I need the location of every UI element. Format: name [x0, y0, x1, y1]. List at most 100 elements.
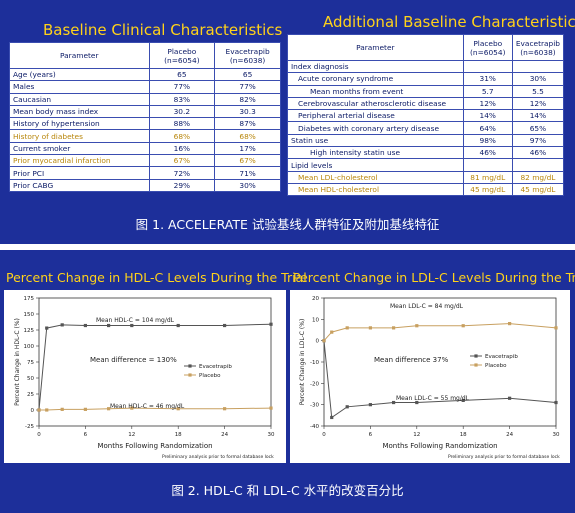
ldl-line-chart: -40 -30 -20 -10 0 10 20 0 6 12 18 24 30 Months Follow…: [299, 296, 560, 460]
x-tick-label: 0: [322, 432, 326, 438]
placebo-value: 45 mg/dL: [462, 182, 513, 197]
table-row: High intensity statin use 46% 46%: [287, 146, 565, 160]
data-point: [508, 396, 512, 400]
evacetrapib-value: 82%: [214, 92, 281, 106]
row-label: Index diagnosis: [287, 59, 464, 74]
data-point: [176, 323, 180, 328]
evacetrapib-value: 77%: [214, 80, 281, 94]
additional-baseline-title: Additional Baseline Characteristics: [323, 13, 575, 31]
data-point: [508, 322, 512, 326]
placebo-value: 67%: [148, 154, 216, 168]
data-point: [415, 400, 419, 405]
column-header: Evacetrapib (n=6038): [511, 34, 565, 61]
placebo-value: 5.7: [462, 84, 513, 98]
row-label: Prior PCI: [9, 166, 150, 180]
x-tick-label: 18: [460, 432, 467, 438]
placebo-value: [462, 59, 513, 74]
data-point: [345, 326, 349, 330]
table-row: Lipid levels: [287, 158, 565, 172]
row-label: Peripheral arterial disease: [287, 109, 464, 123]
baseline-clinical-title: Baseline Clinical Characteristics: [43, 21, 283, 39]
data-point: [45, 408, 49, 412]
evacetrapib-value: 45 mg/dL: [511, 182, 565, 197]
data-point: [415, 324, 419, 328]
evacetrapib-value: [511, 158, 565, 172]
placebo-value: 88%: [148, 117, 216, 131]
y-tick-label: 50: [27, 376, 34, 382]
evacetrapib-value: 82 mg/dL: [511, 170, 565, 184]
evacetrapib-value: 12%: [511, 96, 565, 111]
table-row: Statin use 98% 97%: [287, 133, 565, 148]
legend-label: Placebo: [485, 363, 507, 369]
placebo-value: 65: [148, 67, 216, 82]
x-tick-label: 12: [413, 432, 420, 438]
data-point: [130, 323, 134, 328]
annotation-bottom: Mean LDL-C = 55 mg/dL: [396, 395, 470, 402]
table-row: Prior myocardial infarction 67% 67%: [9, 154, 281, 168]
x-tick-label: 0: [37, 432, 41, 438]
row-label: Mean HDL-cholesterol: [287, 182, 464, 197]
additional-baseline-table: Parameter Placebo (n=6054) Evacetrapib (…: [287, 34, 565, 197]
annotation-mean-difference: Mean difference = 130%: [90, 356, 177, 364]
placebo-value: 64%: [462, 121, 513, 135]
data-point: [107, 407, 111, 411]
evacetrapib-value: 14%: [511, 109, 565, 123]
table-header-row: Parameter Placebo (n=6054) Evacetrapib (…: [287, 34, 565, 61]
x-tick-label: 6: [84, 432, 88, 438]
row-label: History of diabetes: [9, 129, 150, 143]
placebo-value: 77%: [148, 80, 216, 94]
row-label: Mean LDL-cholesterol: [287, 170, 464, 184]
x-tick-label: 24: [221, 432, 228, 438]
table-row: Mean HDL-cholesterol 45 mg/dL 45 mg/dL: [287, 182, 565, 197]
column-header: Parameter: [287, 34, 464, 61]
annotation-top: Mean HDL-C = 104 mg/dL: [96, 317, 175, 324]
figure-1-caption: 图 1. ACCELERATE 试验基线人群特征及附加基线特征: [135, 217, 440, 232]
row-label: Caucasian: [9, 92, 150, 106]
y-axis-label: Percent Change in LDL-C (%): [299, 319, 306, 406]
data-point: [269, 406, 273, 410]
evacetrapib-value: 71%: [214, 166, 281, 180]
row-label: Prior myocardial infarction: [9, 154, 150, 168]
table-row: Current smoker 16% 17%: [9, 141, 281, 156]
data-point: [37, 408, 41, 412]
placebo-value: 98%: [462, 133, 513, 148]
evacetrapib-value: 30.3: [214, 104, 281, 119]
y-tick-label: 125: [24, 328, 35, 334]
row-label: Mean months from event: [287, 84, 464, 98]
y-tick-label: -30: [310, 403, 319, 409]
y-tick-label: 10: [312, 317, 319, 323]
placebo-value: 83%: [148, 92, 216, 106]
ldl-chart: -40 -30 -20 -10 0 10 20 0 6 12 18 24 30 Months Follow…: [290, 290, 570, 463]
table-row: Males 77% 77%: [9, 80, 281, 94]
placebo-value: 68%: [148, 129, 216, 143]
evacetrapib-value: 30%: [511, 72, 565, 86]
row-label: History of hypertension: [9, 117, 150, 131]
data-point: [322, 339, 326, 343]
baseline-clinical-table: Parameter Placebo (n=6054) Evacetrapib (…: [9, 42, 281, 192]
row-label: Prior CABG: [9, 178, 150, 192]
data-point: [60, 407, 64, 411]
data-point: [461, 398, 465, 402]
placebo-value: 12%: [462, 96, 513, 111]
column-header: Parameter: [9, 42, 150, 69]
data-point: [330, 330, 334, 334]
row-label: Mean body mass index: [9, 104, 150, 119]
data-point: [83, 323, 87, 328]
data-point: [130, 406, 134, 410]
row-label: Age (years): [9, 67, 150, 82]
annotation-top: Mean LDL-C = 84 mg/dL: [390, 303, 464, 310]
figure-2-caption: 图 2. HDL-C 和 LDL-C 水平的改变百分比: [171, 483, 404, 498]
x-tick-label: 24: [506, 432, 513, 438]
table-row: Cerebrovascular atherosclerotic disease 1…: [287, 96, 565, 111]
table-row: Prior PCI 72% 71%: [9, 166, 281, 180]
table-row: Index diagnosis: [287, 59, 565, 74]
y-tick-label: -40: [310, 424, 319, 430]
column-header: Placebo (n=6054): [462, 34, 513, 61]
data-point: [392, 400, 396, 405]
row-label: Current smoker: [9, 141, 150, 156]
x-tick-label: 30: [268, 432, 275, 438]
y-tick-label: -20: [310, 381, 319, 387]
hdl-chart-title: Percent Change in HDL-C Levels During th…: [6, 270, 307, 285]
data-point: [368, 403, 372, 407]
